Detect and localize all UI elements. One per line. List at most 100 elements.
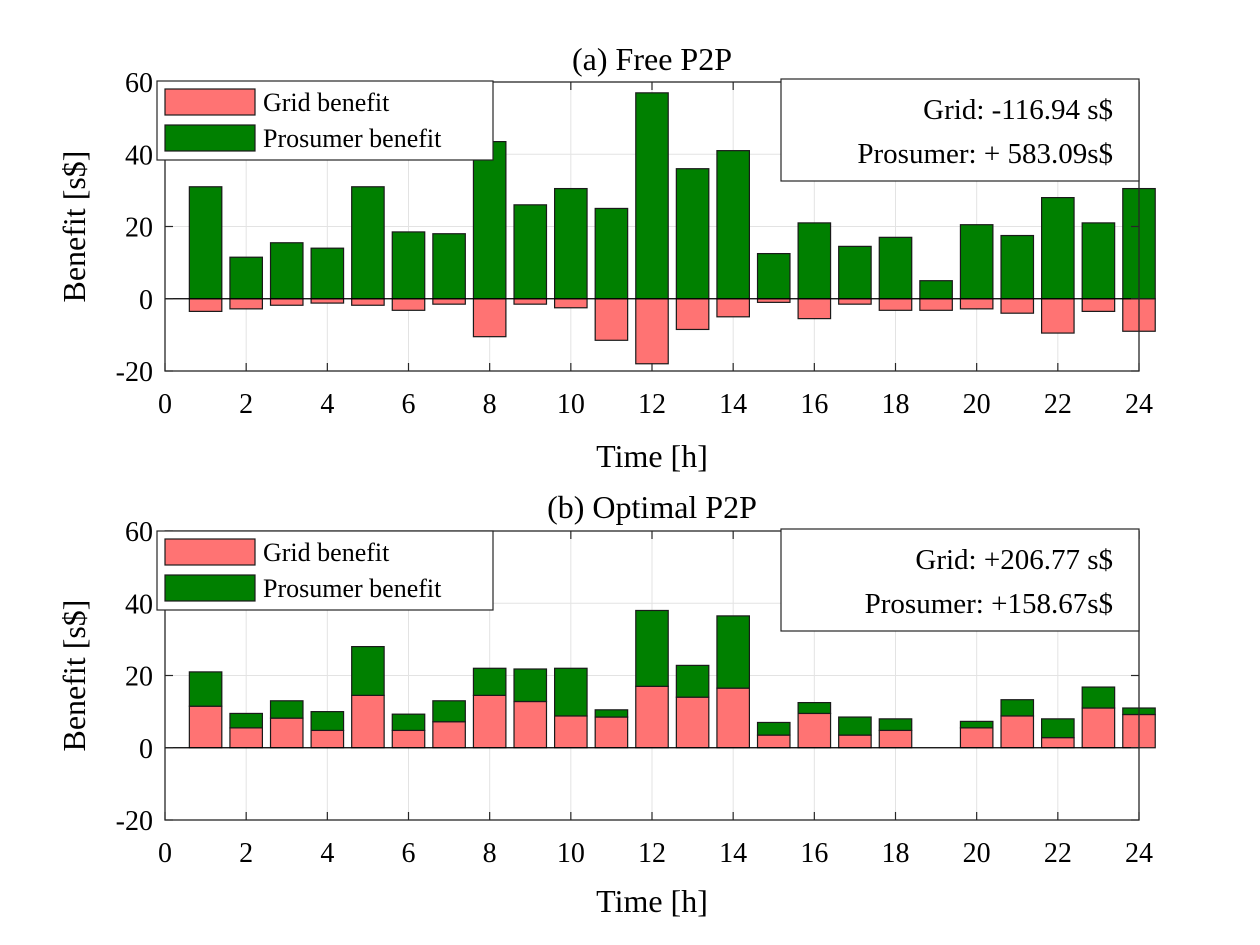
bar-grid-benefit [513, 700, 548, 749]
bar-grid-benefit [959, 298, 994, 310]
x-tick-label: 16 [800, 389, 828, 420]
x-tick-label: 14 [719, 389, 747, 420]
bar-prosumer-benefit [797, 701, 832, 715]
bar-prosumer-benefit [675, 664, 710, 698]
x-tick-label: 0 [158, 838, 172, 869]
x-tick-label: 2 [239, 389, 253, 420]
bar-prosumer-benefit [391, 713, 426, 732]
bar-prosumer-benefit [269, 242, 304, 300]
x-tick-label: 18 [882, 389, 910, 420]
bar-prosumer-benefit [188, 671, 223, 707]
bar-grid-benefit [838, 298, 872, 305]
legend-swatch [164, 574, 256, 602]
bar-grid-benefit [1081, 707, 1116, 749]
bar-grid-benefit [269, 298, 304, 306]
bar-grid-benefit [432, 298, 466, 305]
bar-grid-benefit [594, 298, 629, 341]
x-tick-label: 0 [158, 389, 172, 420]
x-tick-label: 20 [963, 838, 991, 869]
bar-grid-benefit [391, 298, 426, 311]
bar-grid-benefit [351, 298, 385, 306]
x-tick-label: 8 [483, 389, 497, 420]
bar-grid-benefit [310, 729, 345, 749]
bar-prosumer-benefit [1081, 686, 1116, 709]
legend-swatch [164, 88, 256, 116]
bar-grid-benefit [1081, 298, 1116, 312]
bar-prosumer-benefit [229, 712, 264, 729]
bar-prosumer-benefit [716, 150, 751, 300]
bar-grid-benefit [472, 298, 507, 338]
legend: Grid benefit Prosumer benefit [156, 530, 494, 611]
x-tick-label: 12 [638, 389, 666, 420]
bar-prosumer-benefit [1040, 197, 1075, 300]
x-tick-label: 24 [1125, 389, 1153, 420]
x-tick-label: 24 [1125, 838, 1153, 869]
plot-frame [164, 81, 1140, 372]
bar-grid-benefit [959, 727, 994, 749]
legend-label: Grid benefit [263, 88, 390, 117]
bar-grid-benefit [1000, 298, 1035, 314]
bar-grid-benefit [594, 716, 629, 749]
x-tick-label: 4 [320, 838, 334, 869]
y-tick-label: 0 [139, 285, 153, 316]
x-tick-label: 14 [719, 838, 747, 869]
y-tick-label: 60 [125, 68, 153, 99]
bar-grid-benefit [635, 298, 669, 365]
bar-prosumer-benefit [188, 186, 223, 300]
x-tick-label: 20 [963, 389, 991, 420]
bar-grid-benefit [675, 298, 710, 331]
legend-swatch [164, 124, 256, 152]
bar-prosumer-benefit [959, 720, 994, 729]
bar-grid-benefit [635, 685, 669, 749]
x-tick-label: 8 [483, 838, 497, 869]
bar-grid-benefit [878, 298, 913, 311]
y-tick-label: 0 [139, 734, 153, 765]
y-tick-label: -20 [116, 806, 153, 837]
bar-prosumer-benefit [635, 609, 669, 687]
summary-annotation: Grid: +206.77 s$ Prosumer: +158.67s$ [780, 528, 1140, 632]
chart-title: (a) Free P2P [572, 41, 732, 77]
x-tick-label: 4 [320, 389, 334, 420]
bar-grid-benefit [432, 721, 466, 749]
bar-prosumer-benefit [716, 615, 751, 689]
bar-prosumer-benefit [351, 645, 385, 696]
bar-prosumer-benefit [635, 92, 669, 300]
bar-grid-benefit [229, 298, 264, 310]
x-axis-label: Time [h] [596, 883, 708, 919]
x-tick-label: 6 [402, 389, 416, 420]
bar-grid-benefit [269, 717, 304, 749]
bar-grid-benefit [756, 734, 791, 749]
bar-prosumer-benefit [838, 716, 872, 736]
x-tick-label: 12 [638, 838, 666, 869]
bar-prosumer-benefit [878, 236, 913, 300]
x-tick-label: 10 [557, 838, 585, 869]
bar-prosumer-benefit [472, 141, 507, 300]
annotation-line: Grid: -116.94 s$ [923, 94, 1113, 126]
bar-grid-benefit [878, 729, 913, 749]
bar-prosumer-benefit [310, 247, 345, 300]
bar-prosumer-benefit [351, 186, 385, 300]
y-tick-label: 40 [125, 589, 153, 620]
annotation-box [780, 528, 1140, 632]
x-tick-label: 18 [882, 838, 910, 869]
x-tick-label: 16 [800, 838, 828, 869]
bar-prosumer-benefit [797, 222, 832, 300]
x-tick-label: 22 [1044, 389, 1072, 420]
bar-prosumer-benefit [1040, 718, 1075, 739]
bar-prosumer-benefit [594, 207, 629, 300]
y-tick-label: 40 [125, 140, 153, 171]
legend: Grid benefit Prosumer benefit [156, 80, 494, 161]
bar-prosumer-benefit [472, 667, 507, 696]
bar-grid-benefit [229, 727, 264, 749]
bar-grid-benefit [1040, 298, 1075, 334]
x-tick-label: 22 [1044, 838, 1072, 869]
y-axis-label: Benefit [s$] [56, 151, 92, 303]
annotation-line: Prosumer: +158.67s$ [865, 588, 1113, 620]
bar-grid-benefit [351, 694, 385, 749]
y-axis-label: Benefit [s$] [56, 600, 92, 752]
bar-grid-benefit [919, 298, 953, 311]
bar-grid-benefit [513, 298, 548, 305]
y-tick-label: -20 [116, 357, 153, 388]
